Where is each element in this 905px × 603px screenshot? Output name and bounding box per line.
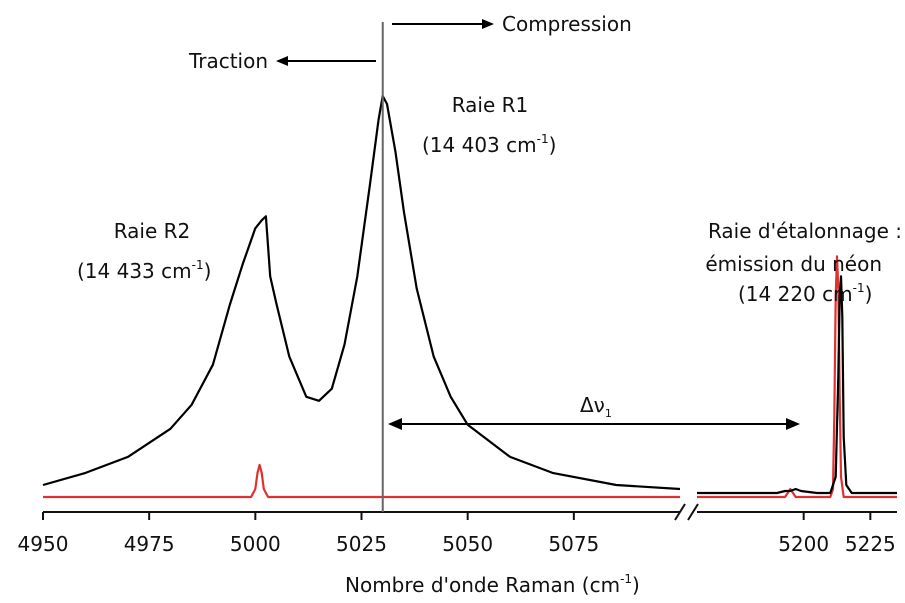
x-tick-label-right-0: 5200 — [778, 532, 829, 556]
delta-label: Δν1 — [580, 393, 612, 420]
x-tick-label-right-1: 5225 — [845, 532, 896, 556]
r1-value-label: (14 403 cm-1) — [422, 132, 556, 157]
axis-break-mark-2 — [687, 503, 699, 521]
x-tick-label-left-4: 5050 — [442, 532, 493, 556]
x-tick-label-left-5: 5075 — [548, 532, 599, 556]
ref-label-line1: Raie d'étalonnage : — [708, 219, 902, 243]
r2-value-label: (14 433 cm-1) — [77, 258, 211, 283]
x-ticks: 4950 4975 5000 5025 5050 5075 5200 5225 — [18, 512, 896, 556]
axis-break-mark-1 — [674, 503, 686, 521]
x-tick-label-left-2: 5000 — [230, 532, 281, 556]
delta-arrowhead-left — [388, 418, 402, 430]
ref-label-line2: émission du néon — [705, 252, 882, 276]
ref-value-label: (14 220 cm-1) — [738, 281, 872, 306]
x-tick-label-left-1: 4975 — [124, 532, 175, 556]
r1-name-label: Raie R1 — [452, 93, 529, 117]
series-black-line-left — [42, 94, 681, 491]
x-tick-label-left-0: 4950 — [18, 532, 69, 556]
compression-label: Compression — [502, 12, 632, 36]
r2-name-label: Raie R2 — [114, 219, 191, 243]
x-axis-label: Nombre d'onde Raman (cm-1) — [345, 572, 640, 597]
delta-arrowhead-right — [786, 418, 800, 430]
series-black-line-right — [697, 275, 897, 495]
x-tick-label-left-3: 5025 — [336, 532, 387, 556]
traction-label: Traction — [188, 49, 268, 73]
series-group — [42, 94, 897, 499]
series-red-line-left — [43, 463, 680, 499]
